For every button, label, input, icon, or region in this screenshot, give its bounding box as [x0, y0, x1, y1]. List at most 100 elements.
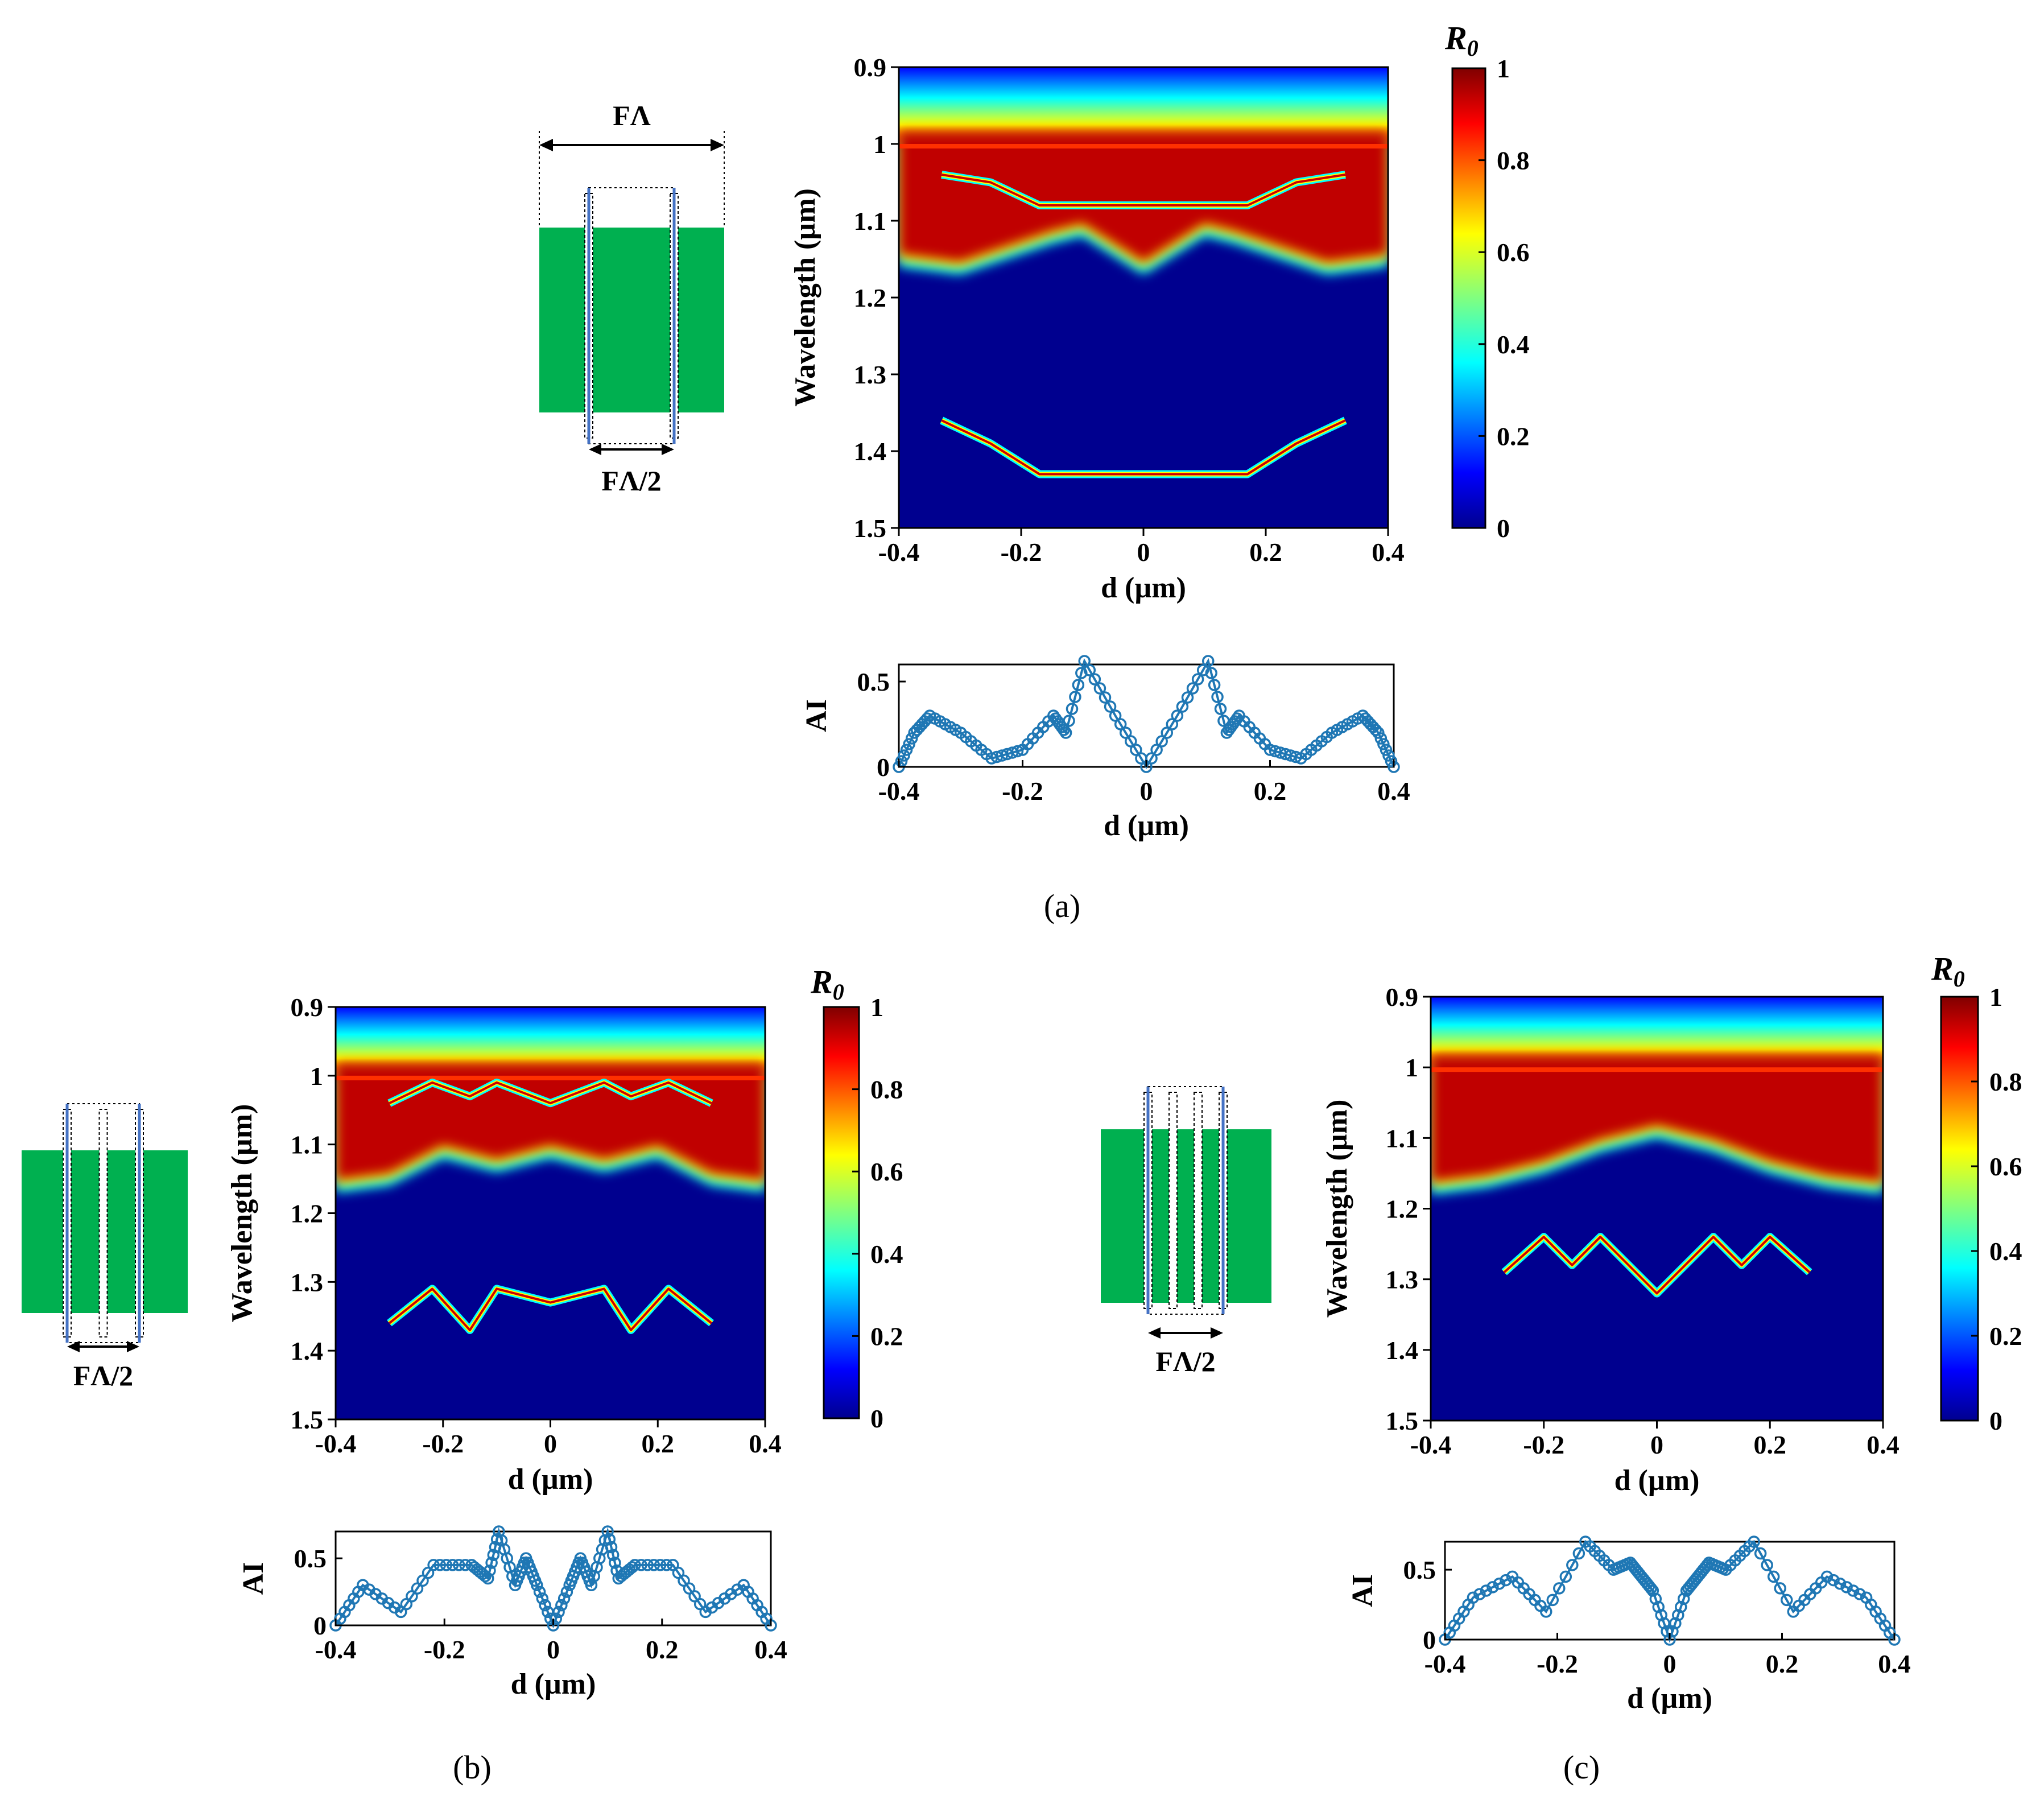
ai-x-tick-label: 0.4: [754, 1635, 787, 1664]
ai-x-tick-label: 0.4: [1377, 777, 1410, 806]
ai-data-point: [1161, 726, 1173, 739]
heatmap-top-band: [899, 67, 1388, 144]
ai-data-point: [1208, 679, 1221, 691]
ai-data-point: [1063, 715, 1075, 727]
x-tick-label: -0.2: [422, 1429, 464, 1458]
x-tick-label: -0.4: [878, 538, 920, 567]
resonance-line: [941, 174, 1346, 207]
ai-x-tick-label: 0.4: [1878, 1649, 1911, 1678]
ai-data-point: [552, 1605, 565, 1619]
heatmap-a: [899, 67, 1388, 528]
resonance-line: [389, 1287, 712, 1331]
ai-data-point: [1181, 691, 1194, 704]
colorbar-tick-label: 0.4: [1497, 330, 1530, 359]
y-tick-label: 1.2: [291, 1199, 324, 1228]
colorbar-tick-label: 0.4: [1989, 1237, 2022, 1266]
x-tick-label: 0.2: [642, 1429, 675, 1458]
ai-x-label: d (µm): [1104, 810, 1189, 842]
ai-data-point: [1853, 1588, 1866, 1600]
ai-x-tick-label: 0: [547, 1635, 560, 1664]
colorbar: [823, 1006, 860, 1419]
ai-data-point: [603, 1533, 616, 1546]
grating-block: [539, 228, 724, 412]
ai-data-point: [1150, 744, 1163, 756]
ai-data-point: [1774, 1582, 1786, 1595]
colorbar-title-text: R: [1931, 950, 1954, 987]
y-tick-label: 1: [310, 1062, 323, 1091]
band-core: [336, 1063, 765, 1180]
half-period-label: FΛ/2: [73, 1360, 133, 1392]
panel-a: -0.4 -0.2 0 0.2 0.4 0.9 1 1.1 1.2 1.3 1.4 1.5 d (µm)…: [539, 19, 1530, 924]
ai-y-tick-label: 0.5: [857, 667, 890, 696]
ai-data-point: [1120, 726, 1132, 739]
panel-caption: (c): [1563, 1749, 1600, 1786]
ai-x-tick-label: 0.2: [646, 1635, 679, 1664]
ai-data-point: [1761, 1559, 1773, 1571]
heatmap-y-label: Wavelength (µm): [226, 1104, 258, 1323]
ai-data-point: [1125, 735, 1137, 748]
x-tick-label: -0.4: [315, 1429, 357, 1458]
ai-data-point: [1380, 744, 1393, 756]
ai-data-point: [1191, 673, 1204, 686]
ai-x-tick-label: -0.4: [315, 1635, 357, 1664]
ai-data-point: [536, 1592, 549, 1605]
ai-data-point: [1834, 1577, 1847, 1590]
colorbar-tick-label: 0.8: [870, 1075, 903, 1104]
y-tick-label: 1.4: [854, 437, 887, 466]
ai-data-point: [635, 1559, 647, 1571]
arrowhead-left: [67, 1341, 80, 1352]
ai-data-point: [1166, 718, 1179, 730]
y-tick-label: 0.9: [854, 53, 887, 82]
period-arrowhead-right: [711, 139, 724, 151]
ai-data-point: [1540, 1605, 1552, 1618]
ai-data-point: [1205, 667, 1217, 679]
y-tick-label: 1.1: [854, 207, 887, 236]
ai-x-tick-label: -0.4: [878, 777, 920, 806]
ai-data-point: [544, 1612, 557, 1625]
ai-data-point: [1176, 700, 1189, 713]
ai-data-point: [606, 1549, 620, 1561]
ai-data-point: [487, 1549, 500, 1561]
ai-x-tick-label: 0.2: [1766, 1649, 1799, 1678]
colorbar-tick-label: 0.2: [870, 1322, 903, 1351]
ai-data-point: [1827, 1574, 1840, 1587]
ai-data-point: [1083, 664, 1096, 676]
ai-data-point: [1104, 700, 1117, 713]
ai-data-point: [1780, 1594, 1793, 1607]
x-tick-label: 0.4: [1867, 1430, 1900, 1459]
ai-data-point: [1480, 1584, 1493, 1597]
ai-data-point: [482, 1572, 494, 1585]
schematic-a: FΛ/2 FΛ: [539, 100, 725, 497]
ai-y-tick-label: 0: [313, 1611, 327, 1640]
colorbar: [1451, 67, 1486, 529]
ai-data-point: [1566, 1559, 1579, 1571]
band-top-edge: [899, 144, 1388, 148]
ai-data-point: [605, 1541, 618, 1554]
x-tick-label: 0.4: [1372, 538, 1405, 567]
panel-c: -0.4 -0.2 0 0.2 0.4 0.9 1 1.1 1.2 1.3 1.4 1.5 d (µm)…: [1101, 950, 2022, 1786]
ai-data-point: [1202, 655, 1215, 667]
ai-data-point: [1099, 691, 1112, 704]
ai-data-point: [1493, 1577, 1506, 1590]
ai-data-point: [533, 1586, 546, 1598]
x-tick-label: -0.4: [1410, 1430, 1452, 1459]
ai-frame: [898, 663, 1395, 768]
ai-y-label: AI: [800, 699, 833, 732]
band-top-edge: [336, 1075, 765, 1080]
ai-data-point: [433, 1559, 447, 1571]
y-tick-label: 0.9: [291, 993, 324, 1022]
ai-data-point: [1171, 709, 1184, 722]
panel-caption: (a): [1044, 887, 1080, 924]
colorbar-title-subscript: 0: [833, 979, 844, 1005]
x-tick-label: 0: [1137, 538, 1150, 567]
ai-data-point: [453, 1559, 465, 1571]
ai-data-point: [440, 1559, 453, 1571]
ai-data-point: [1130, 744, 1142, 756]
ai-data-point: [1186, 682, 1199, 695]
resonance-line: [389, 1081, 712, 1105]
y-tick-label: 1: [873, 130, 886, 159]
resonance-line: [1503, 1236, 1811, 1295]
heatmap-c: [1431, 997, 1883, 1421]
y-tick-label: 1.3: [1386, 1265, 1419, 1294]
resonance-line: [941, 419, 1346, 476]
